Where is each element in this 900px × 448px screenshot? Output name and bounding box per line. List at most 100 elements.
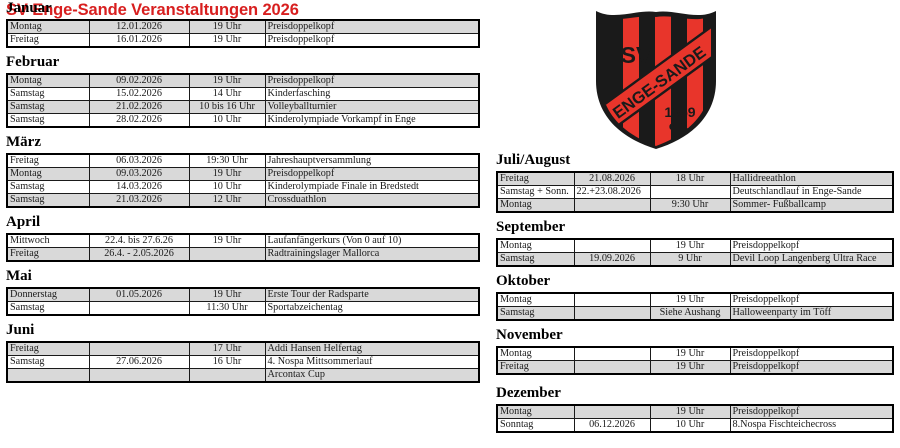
table-row: Montag 09.03.2026 19 Uhr Preisdoppelkopf xyxy=(6,167,480,181)
cell-day: Samstag + Sonn. xyxy=(496,185,575,199)
crest-top-text: SV xyxy=(621,42,652,68)
cell-event: Volleyballturnier xyxy=(264,100,480,114)
month-heading: Januar xyxy=(6,0,52,16)
cell-date xyxy=(573,360,651,375)
month-block: Mai Donnerstag 01.05.2026 19 Uhr Erste Tour … xyxy=(6,268,480,316)
table-row: Samstag 15.02.2026 14 Uhr Kinderfasching xyxy=(6,87,480,101)
cell-date: 28.02.2026 xyxy=(88,113,190,128)
table-row: Samstag 19.09.2026 9 Uhr Devil Loop Langenb… xyxy=(496,252,894,267)
cell-time: 10 bis 16 Uhr xyxy=(188,100,266,114)
schedule-table: Freitag 06.03.2026 19:30 Uhr Jahreshauptver… xyxy=(6,153,480,208)
cell-day: Samstag xyxy=(6,180,90,194)
cell-event: Halloweenparty im Töff xyxy=(729,306,894,321)
cell-day: Freitag xyxy=(496,171,575,186)
cell-day: Montag xyxy=(496,238,575,253)
cell-date: 09.03.2026 xyxy=(88,167,190,181)
table-row: Samstag + Sonn. 22.+23.08.2026 Deutschland… xyxy=(496,185,894,199)
right-schedule-column: Juli/August Freitag 21.08.2026 18 Uhr Hallid… xyxy=(496,152,894,439)
cell-time: 14 Uhr xyxy=(188,87,266,101)
cell-time xyxy=(188,368,266,383)
month-block: Dezember Montag 19 Uhr Preisdoppelkopf Sonnt… xyxy=(496,385,894,433)
crest-suffix-text: e.V. xyxy=(669,119,689,133)
cell-event: Preisdoppelkopf xyxy=(264,33,480,48)
block-spacer xyxy=(6,383,478,389)
table-row: Samstag 21.03.2026 12 Uhr Crossduathlon xyxy=(6,193,480,208)
cell-date: 22.+23.08.2026 xyxy=(573,185,651,199)
table-row: Samstag Siehe Aushang Halloweenparty im Tö… xyxy=(496,306,894,321)
month-heading: Mai xyxy=(6,268,32,284)
cell-date: 21.03.2026 xyxy=(88,193,190,208)
cell-date: 22.4. bis 27.6.26 xyxy=(88,233,190,248)
month-block: Februar Montag 09.02.2026 19 Uhr Preisdoppel… xyxy=(6,54,480,128)
cell-day: Freitag xyxy=(6,247,90,262)
cell-event: Kinderolympiade Vorkampf in Enge xyxy=(264,113,480,128)
schedule-table: Montag 19 Uhr Preisdoppelkopf Sonntag 06.12.… xyxy=(496,404,894,433)
cell-time: Siehe Aushang xyxy=(649,306,731,321)
cell-event: Addi Hansen Helfertag xyxy=(264,341,480,356)
cell-event: Preisdoppelkopf xyxy=(729,360,894,375)
schedule-table: Montag 19 Uhr Preisdoppelkopf Samstag 19.09.… xyxy=(496,238,894,267)
cell-date: 27.06.2026 xyxy=(88,355,190,369)
cell-day: Montag xyxy=(496,346,575,361)
cell-day: Mittwoch xyxy=(6,233,90,248)
cell-date: 01.05.2026 xyxy=(88,287,190,302)
cell-day xyxy=(6,368,90,383)
cell-date: 26.4. - 2.05.2026 xyxy=(88,247,190,262)
cell-date xyxy=(573,198,651,213)
cell-event: Laufanfängerkurs (Von 0 auf 10) xyxy=(264,233,480,248)
month-block: Januar Montag 12.01.2026 19 Uhr Preisdoppelk… xyxy=(6,0,480,48)
cell-time: 19 Uhr xyxy=(188,19,266,34)
cell-date xyxy=(88,368,190,383)
month-block: März Freitag 06.03.2026 19:30 Uhr Jahreshaup… xyxy=(6,134,480,208)
cell-time: 19 Uhr xyxy=(649,238,731,253)
cell-day: Samstag xyxy=(6,193,90,208)
table-row: Mittwoch 22.4. bis 27.6.26 19 Uhr Laufanfän… xyxy=(6,233,480,248)
cell-day: Samstag xyxy=(6,100,90,114)
table-row: Montag 19 Uhr Preisdoppelkopf xyxy=(496,292,894,307)
cell-event: 4. Nospa Mittsommerlauf xyxy=(264,355,480,369)
cell-event: Jahreshauptversammlung xyxy=(264,153,480,168)
cell-date xyxy=(88,301,190,316)
table-row: Samstag 21.02.2026 10 bis 16 Uhr Volleyball… xyxy=(6,100,480,114)
table-row: Freitag 16.01.2026 19 Uhr Preisdoppelkopf xyxy=(6,33,480,48)
month-heading: Februar xyxy=(6,54,60,70)
cell-event: Preisdoppelkopf xyxy=(264,19,480,34)
cell-time: 19 Uhr xyxy=(649,404,731,419)
sv-enge-sande-crest: SV ENGE-SANDE 1959 e.V. xyxy=(593,8,719,150)
cell-day: Freitag xyxy=(6,33,90,48)
cell-date: 12.01.2026 xyxy=(88,19,190,34)
schedule-table: Montag 12.01.2026 19 Uhr Preisdoppelkopf Fre… xyxy=(6,19,480,48)
cell-event: Deutschlandlauf in Enge-Sande xyxy=(729,185,894,199)
month-heading: April xyxy=(6,214,41,230)
cell-day: Freitag xyxy=(496,360,575,375)
cell-event: Kinderolympiade Finale in Bredstedt xyxy=(264,180,480,194)
table-row: Montag 19 Uhr Preisdoppelkopf xyxy=(496,404,894,419)
month-heading: Juni xyxy=(6,322,35,338)
table-row: Freitag 19 Uhr Preisdoppelkopf xyxy=(496,360,894,375)
cell-time: 19 Uhr xyxy=(649,346,731,361)
table-row: Samstag 14.03.2026 10 Uhr Kinderolympiade F… xyxy=(6,180,480,194)
cell-event: Preisdoppelkopf xyxy=(729,238,894,253)
month-heading: Juli/August xyxy=(496,152,571,168)
crest-year-text: 1959 xyxy=(664,104,695,120)
month-block: September Montag 19 Uhr Preisdoppelkopf Sams… xyxy=(496,219,894,267)
cell-event: Crossduathlon xyxy=(264,193,480,208)
cell-day: Freitag xyxy=(6,341,90,356)
month-block: November Montag 19 Uhr Preisdoppelkopf Freit… xyxy=(496,327,894,375)
cell-day: Montag xyxy=(496,198,575,213)
cell-event: Arcontax Cup xyxy=(264,368,480,383)
table-row: Montag 9:30 Uhr Sommer- Fußballcamp xyxy=(496,198,894,213)
month-heading: September xyxy=(496,219,566,235)
cell-time: 10 Uhr xyxy=(649,418,731,433)
month-heading: Oktober xyxy=(496,273,551,289)
cell-date: 21.08.2026 xyxy=(573,171,651,186)
cell-day: Samstag xyxy=(6,113,90,128)
cell-event: Preisdoppelkopf xyxy=(264,73,480,88)
cell-date xyxy=(573,292,651,307)
schedule-table: Freitag 21.08.2026 18 Uhr Hallidreeathlon Sa… xyxy=(496,171,894,213)
cell-day: Montag xyxy=(6,167,90,181)
cell-time: 10 Uhr xyxy=(188,180,266,194)
cell-time: 9 Uhr xyxy=(649,252,731,267)
cell-time: 19 Uhr xyxy=(188,287,266,302)
page-title: SV Enge-Sande Veranstaltungen 2026 xyxy=(6,1,299,19)
